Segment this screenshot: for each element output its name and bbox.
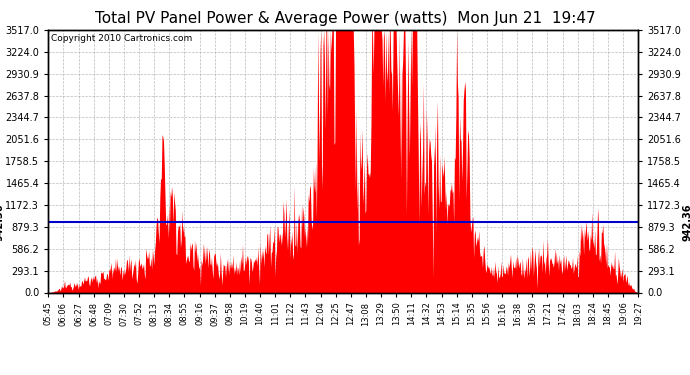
Text: 942.36: 942.36: [682, 203, 690, 241]
Text: Total PV Panel Power & Average Power (watts)  Mon Jun 21  19:47: Total PV Panel Power & Average Power (wa…: [95, 11, 595, 26]
Text: 942.36: 942.36: [0, 203, 4, 241]
Text: Copyright 2010 Cartronics.com: Copyright 2010 Cartronics.com: [51, 34, 193, 43]
